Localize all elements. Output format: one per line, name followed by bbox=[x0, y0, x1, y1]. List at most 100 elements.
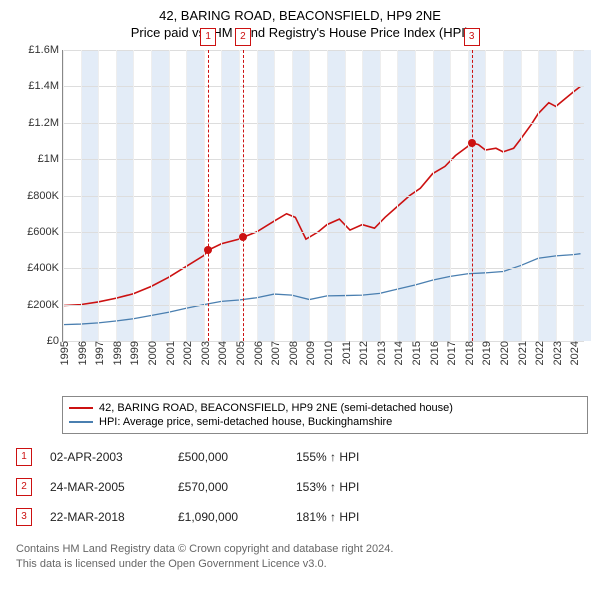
grid-horizontal bbox=[63, 86, 584, 87]
grid-vertical bbox=[327, 50, 328, 341]
grid-vertical bbox=[169, 50, 170, 341]
sale-hpi: 155% ↑ HPI bbox=[296, 450, 588, 464]
sale-row: 1 02-APR-2003 £500,000 155% ↑ HPI bbox=[16, 442, 588, 472]
grid-horizontal bbox=[63, 159, 584, 160]
x-tick-label: 2013 bbox=[372, 341, 388, 365]
grid-vertical bbox=[292, 50, 293, 341]
x-tick-label: 2001 bbox=[161, 341, 177, 365]
x-tick-label: 2002 bbox=[178, 341, 194, 365]
footer-line2: This data is licensed under the Open Gov… bbox=[16, 557, 588, 572]
grid-vertical bbox=[521, 50, 522, 341]
y-tick-label: £1M bbox=[38, 153, 63, 165]
sale-number-box: 3 bbox=[16, 508, 32, 526]
sale-price: £570,000 bbox=[178, 480, 278, 494]
title-subtitle: Price paid vs. HM Land Registry's House … bbox=[0, 25, 600, 40]
grid-horizontal bbox=[63, 268, 584, 269]
sale-price: £500,000 bbox=[178, 450, 278, 464]
grid-horizontal bbox=[63, 50, 584, 51]
x-tick-label: 2007 bbox=[266, 341, 282, 365]
sale-marker-box: 1 bbox=[200, 28, 216, 46]
x-tick-label: 1996 bbox=[73, 341, 89, 365]
grid-vertical bbox=[239, 50, 240, 341]
y-tick-label: £600K bbox=[27, 226, 63, 238]
grid-vertical bbox=[573, 50, 574, 341]
x-tick-label: 2024 bbox=[565, 341, 581, 365]
sale-vline bbox=[472, 50, 473, 341]
grid-vertical bbox=[538, 50, 539, 341]
x-tick-label: 2021 bbox=[513, 341, 529, 365]
grid-horizontal bbox=[63, 305, 584, 306]
grid-vertical bbox=[345, 50, 346, 341]
chart-container: 42, BARING ROAD, BEACONSFIELD, HP9 2NE P… bbox=[0, 0, 600, 572]
legend-row: 42, BARING ROAD, BEACONSFIELD, HP9 2NE (… bbox=[69, 401, 581, 415]
sale-point bbox=[468, 139, 476, 147]
legend-label: 42, BARING ROAD, BEACONSFIELD, HP9 2NE (… bbox=[99, 402, 453, 414]
x-tick-label: 2003 bbox=[196, 341, 212, 365]
footer-attribution: Contains HM Land Registry data © Crown c… bbox=[16, 542, 588, 572]
sale-row: 224-MAR-2005£570,000153% ↑ HPI bbox=[16, 472, 588, 502]
x-tick-label: 2008 bbox=[284, 341, 300, 365]
y-tick-label: £400K bbox=[27, 262, 63, 274]
grid-vertical bbox=[433, 50, 434, 341]
grid-vertical bbox=[503, 50, 504, 341]
x-tick-label: 2014 bbox=[389, 341, 405, 365]
y-tick-label: £1.6M bbox=[28, 44, 63, 56]
sale-hpi: 153% ↑ HPI bbox=[296, 480, 588, 494]
sale-marker-box: 2 bbox=[235, 28, 251, 46]
y-tick-label: £800K bbox=[27, 190, 63, 202]
grid-vertical bbox=[151, 50, 152, 341]
sale-date: 24-MAR-2005 bbox=[50, 480, 160, 494]
grid-vertical bbox=[309, 50, 310, 341]
sale-marker-box: 3 bbox=[464, 28, 480, 46]
sale-vline bbox=[243, 50, 244, 341]
legend-label: HPI: Average price, semi-detached house,… bbox=[99, 416, 392, 428]
x-tick-label: 2016 bbox=[425, 341, 441, 365]
x-tick-label: 2010 bbox=[319, 341, 335, 365]
grid-vertical bbox=[63, 50, 64, 341]
grid-horizontal bbox=[63, 123, 584, 124]
x-tick-label: 2017 bbox=[442, 341, 458, 365]
legend-row: HPI: Average price, semi-detached house,… bbox=[69, 415, 581, 429]
sale-number-box: 1 bbox=[16, 448, 32, 466]
x-tick-label: 1995 bbox=[55, 341, 71, 365]
grid-horizontal bbox=[63, 196, 584, 197]
grid-vertical bbox=[221, 50, 222, 341]
sale-date: 02-APR-2003 bbox=[50, 450, 160, 464]
grid-vertical bbox=[133, 50, 134, 341]
x-tick-label: 1998 bbox=[108, 341, 124, 365]
sale-vline bbox=[208, 50, 209, 341]
grid-horizontal bbox=[63, 232, 584, 233]
grid-vertical bbox=[98, 50, 99, 341]
y-tick-label: £1.2M bbox=[28, 117, 63, 129]
grid-vertical bbox=[204, 50, 205, 341]
legend-swatch bbox=[69, 421, 93, 423]
grid-vertical bbox=[116, 50, 117, 341]
sale-hpi: 181% ↑ HPI bbox=[296, 510, 588, 524]
x-tick-label: 2004 bbox=[213, 341, 229, 365]
plot-region: £0£200K£400K£600K£800K£1M£1.2M£1.4M£1.6M… bbox=[62, 50, 584, 342]
grid-vertical bbox=[485, 50, 486, 341]
x-tick-label: 1999 bbox=[125, 341, 141, 365]
x-tick-label: 2018 bbox=[460, 341, 476, 365]
x-tick-label: 2000 bbox=[143, 341, 159, 365]
grid-vertical bbox=[274, 50, 275, 341]
grid-vertical bbox=[186, 50, 187, 341]
x-tick-label: 2022 bbox=[530, 341, 546, 365]
x-tick-label: 2023 bbox=[548, 341, 564, 365]
grid-vertical bbox=[556, 50, 557, 341]
x-tick-label: 2009 bbox=[301, 341, 317, 365]
x-tick-label: 2012 bbox=[354, 341, 370, 365]
x-tick-label: 2011 bbox=[337, 341, 353, 365]
x-tick-label: 1997 bbox=[90, 341, 106, 365]
sale-date: 22-MAR-2018 bbox=[50, 510, 160, 524]
sales-table: 102-APR-2003£500,000155% ↑ HPI224-MAR-20… bbox=[16, 442, 588, 532]
y-tick-label: £200K bbox=[27, 299, 63, 311]
grid-vertical bbox=[362, 50, 363, 341]
sale-row: 3 22-MAR-2018 £1,090,000 181% ↑ HPI bbox=[16, 502, 588, 532]
x-tick-label: 2006 bbox=[249, 341, 265, 365]
x-tick-label: 2015 bbox=[407, 341, 423, 365]
grid-vertical bbox=[81, 50, 82, 341]
grid-vertical bbox=[257, 50, 258, 341]
footer-line1: Contains HM Land Registry data © Crown c… bbox=[16, 542, 588, 557]
sale-price: £1,090,000 bbox=[178, 510, 278, 524]
